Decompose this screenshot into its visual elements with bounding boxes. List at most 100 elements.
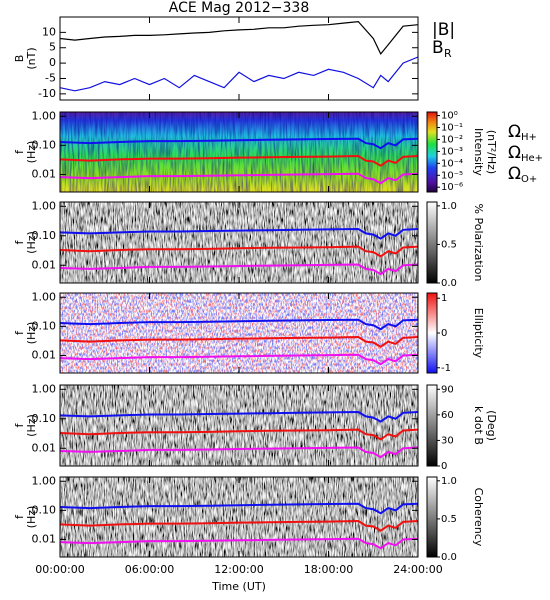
colorbar-label: Coherency [472,488,485,547]
y-axis-label: (Hz) [25,231,38,254]
colorbar-tick-label: 90 [441,384,454,395]
gyrofrequency-line [59,428,419,441]
colorbar [426,201,438,284]
colorbar-tick-label: 0.5 [441,239,457,250]
y-tick-label: 1.00 [32,290,57,303]
line [59,56,419,92]
spectrogram-texture [60,293,418,373]
panel [60,293,418,373]
gyrofrequency-line [59,502,419,515]
x-tick-label: 24:00:00 [393,563,442,576]
x-tick-label: 00:00:00 [35,563,84,576]
y-tick-label: 0.01 [32,532,57,545]
y-tick-label: -5 [45,71,56,84]
legend-subscript: O+ [521,174,537,185]
colorbar-label: % Polarization [472,204,485,282]
gyrofrequency-line [59,227,419,240]
colorbar-tick-label: 1 [441,293,447,304]
y-tick-label: 10 [42,25,56,38]
x-tick-label: 06:00:00 [125,563,174,576]
gyrofrequency-line [59,137,419,150]
colorbar-tick-label: 10⁻¹ [441,123,463,134]
spectrogram-image [60,202,418,283]
y-tick-label: 0.10 [32,229,57,242]
legend-label: |B| [432,20,455,40]
y-tick-label: 1.00 [32,474,57,487]
colorbar-tick-label: 0 [441,328,447,339]
colorbar-tick-label: 1.0 [441,201,457,212]
y-axis-label: (Hz) [25,141,38,164]
gyrofrequency-line [59,335,419,348]
panel [60,385,418,466]
gyrofrequency-line [59,410,419,423]
gyrofrequency-line [59,537,419,550]
panel [60,112,418,192]
gyrofrequency-line [59,318,419,331]
line [59,20,419,56]
colorbar [426,476,438,558]
y-axis-label: f [13,514,26,519]
legend-label: B [432,38,444,58]
colorbar-tick-label: 10⁰ [441,111,458,122]
y-axis-label: f [13,422,26,427]
colorbar-tick-label: -1 [441,363,451,374]
colorbar-label: (Deg) [485,410,498,441]
colorbar-tick-label: 0.5 [441,514,457,525]
y-tick-label: 0.01 [32,348,57,361]
y-tick-label: 0.10 [32,412,57,425]
colorbar-tick-label: 0 [441,461,447,472]
y-tick-label: 5 [49,41,56,54]
legend-label: Ω [508,143,521,163]
legend-subscript: H+ [521,132,537,143]
y-axis-label: (nT) [25,47,38,69]
x-tick-label: 18:00:00 [304,563,353,576]
colorbar [426,384,438,467]
y-tick-label: 1.00 [32,109,57,122]
colorbar-label: (nT²/Hz) [485,130,498,174]
colorbar [426,111,438,193]
panel [60,202,418,283]
legend-label: Ω [508,122,521,142]
panel [60,477,418,557]
colorbar-label: k dot B [472,406,485,445]
legend-subscript: He+ [521,153,543,164]
y-tick-label: 0.10 [32,319,57,332]
spectrogram-image [60,385,418,466]
y-axis-label: B [13,55,26,63]
y-tick-label: 0.01 [32,167,57,180]
colorbar-tick-label: 0.0 [441,278,457,289]
gyrofrequency-line [59,154,419,167]
gyrofrequency-line [59,245,419,258]
colorbar-tick-label: 10⁻⁵ [441,170,463,181]
y-axis-label: f [13,330,26,335]
colorbar-tick-label: 10⁻⁶ [441,182,463,193]
y-axis-label: f [13,149,26,154]
y-tick-label: 0.01 [32,258,57,271]
colorbar-tick-label: 0.0 [441,552,457,563]
y-tick-label: -10 [38,87,56,100]
y-tick-label: 0.10 [32,503,57,516]
y-tick-label: 1.00 [32,199,57,212]
colorbar-tick-label: 1.0 [441,476,457,487]
y-tick-label: 0.01 [32,441,57,454]
y-tick-label: 0.10 [32,138,57,151]
spectrogram-texture [60,112,418,192]
y-axis-label: (Hz) [25,322,38,345]
colorbar-tick-label: 60 [441,410,454,421]
y-axis-label: (Hz) [25,506,38,529]
spectrogram-image [60,477,418,557]
gyrofrequency-line [59,172,419,185]
y-axis-label: (Hz) [25,414,38,437]
colorbar-tick-label: 30 [441,435,454,446]
legend-label: Ω [508,164,521,184]
y-tick-label: 1.00 [32,382,57,395]
gyrofrequency-line [59,446,419,459]
colorbar-tick-label: 10⁻³ [441,146,463,157]
chart-title: ACE Mag 2012−338 [169,0,309,16]
legend-subscript: R [444,47,452,60]
colorbar-tick-label: 10⁻² [441,134,463,145]
y-tick-label: 0 [49,56,56,69]
gyrofrequency-line [59,263,419,276]
